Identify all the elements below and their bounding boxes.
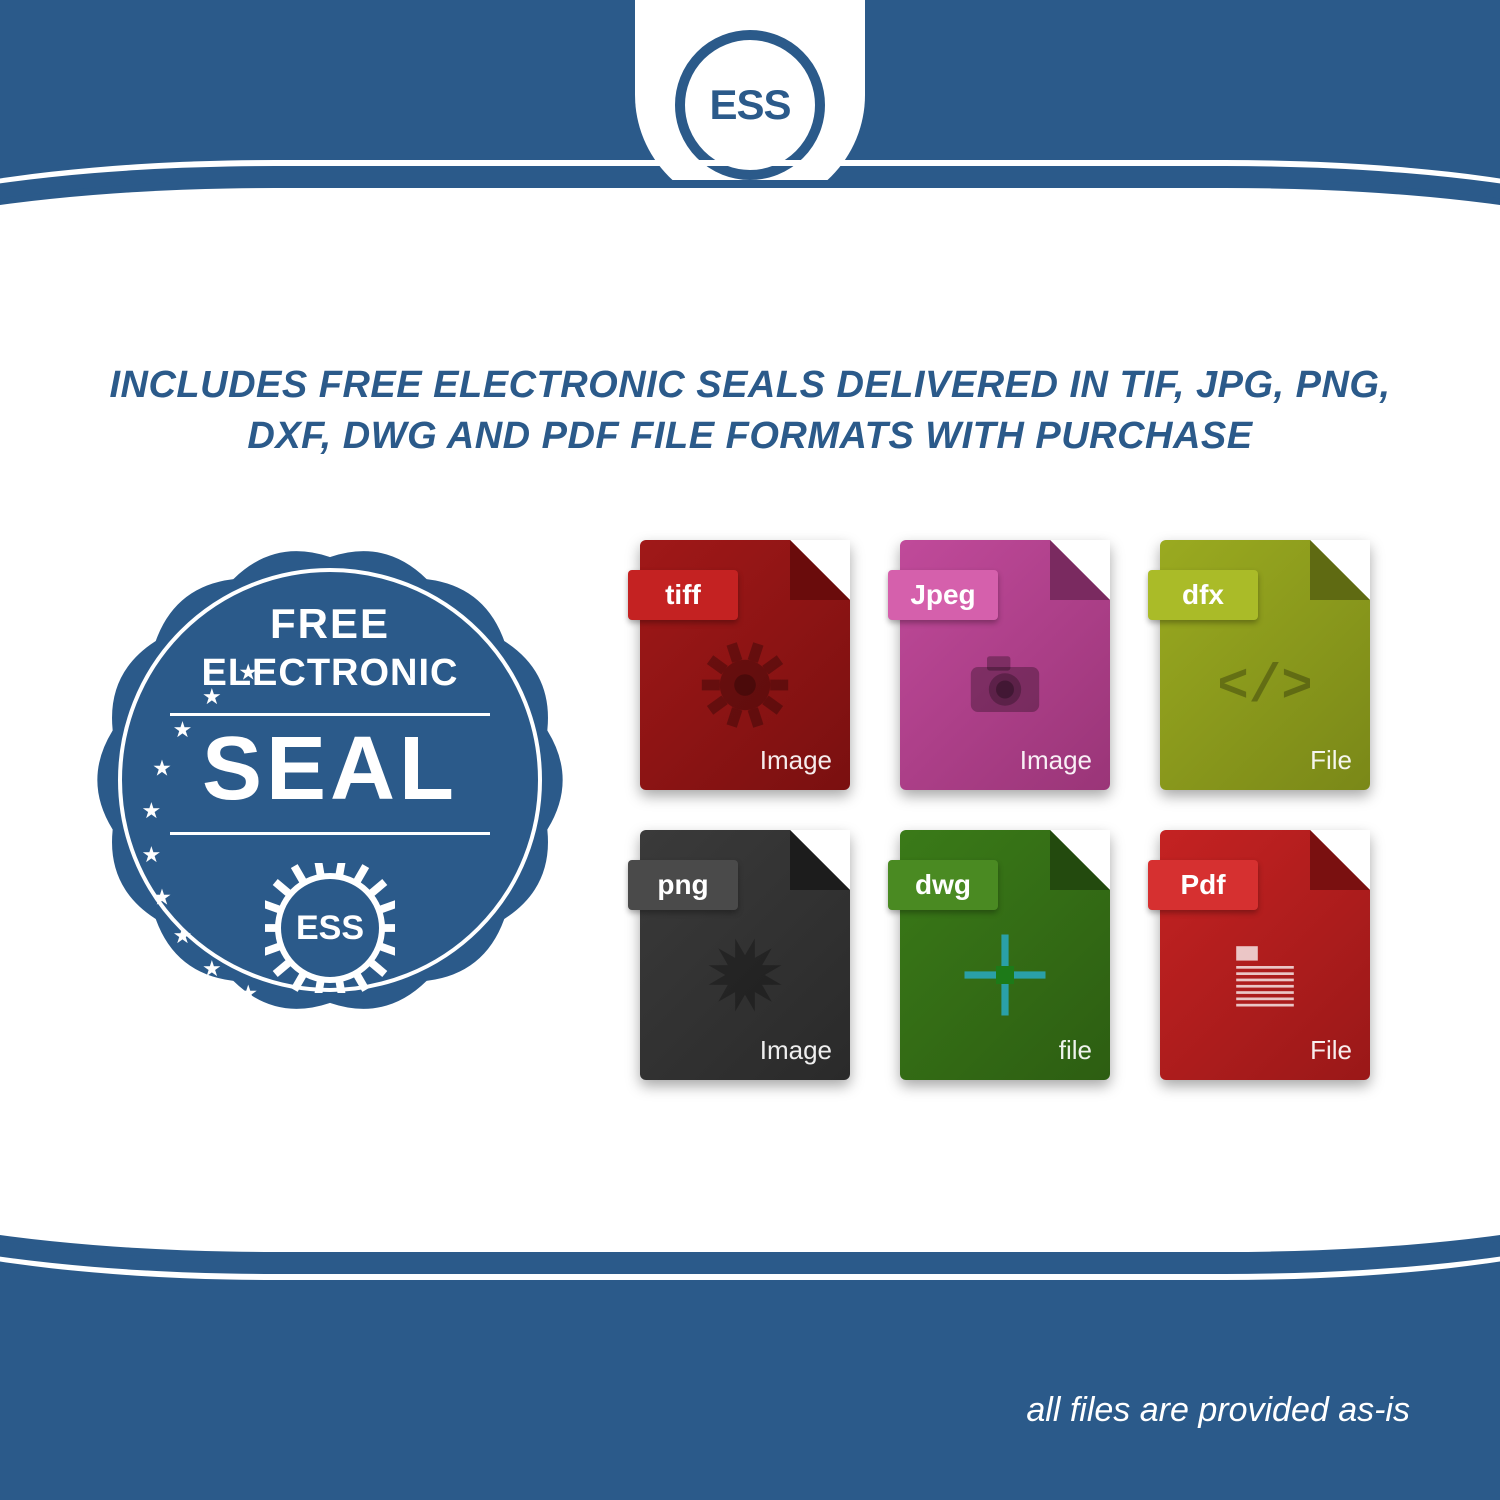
file-icon-png: png Image — [640, 830, 850, 1080]
file-tab-label: png — [628, 860, 738, 910]
seal-line3: SEAL — [202, 724, 458, 814]
seal-badge: ★★★★★★★★★★ FREE ELECTRONIC SEAL ESS — [70, 520, 590, 1040]
file-icon-grid: tiff Image Jpeg Image dfx </> File png I… — [640, 540, 1390, 1090]
svg-text:</>: </> — [1220, 657, 1310, 718]
divider — [170, 832, 490, 835]
footer-note: all files are provided as-is — [1026, 1391, 1410, 1430]
headline-text: INCLUDES FREE ELECTRONIC SEALS DELIVERED… — [80, 360, 1420, 463]
file-glyph-icon — [900, 630, 1110, 740]
file-footer-label: file — [1059, 1035, 1092, 1066]
file-glyph-icon: </> — [1160, 630, 1370, 740]
divider — [170, 713, 490, 716]
file-footer-label: File — [1310, 1035, 1352, 1066]
file-icon-tiff: tiff Image — [640, 540, 850, 790]
file-icon-dfx: dfx </> File — [1160, 540, 1370, 790]
file-tab-label: dwg — [888, 860, 998, 910]
file-tab-label: Jpeg — [888, 570, 998, 620]
file-glyph-icon — [640, 630, 850, 740]
seal-line2: ELECTRONIC — [202, 652, 459, 695]
seal-gear-icon: ESS — [275, 873, 385, 983]
file-tab-label: Pdf — [1148, 860, 1258, 910]
file-icon-pdf: Pdf File — [1160, 830, 1370, 1080]
gear-icon: ESS — [675, 30, 825, 180]
file-icon-dwg: dwg file — [900, 830, 1110, 1080]
file-tab-label: dfx — [1148, 570, 1258, 620]
file-glyph-icon — [640, 920, 850, 1030]
decorative-arc — [0, 1080, 1500, 1280]
file-icon-jpeg: Jpeg Image — [900, 540, 1110, 790]
file-tab-label: tiff — [628, 570, 738, 620]
file-footer-label: Image — [760, 745, 832, 776]
file-glyph-icon — [1160, 920, 1370, 1030]
file-footer-label: Image — [760, 1035, 832, 1066]
seal-line1: FREE — [270, 600, 390, 648]
file-footer-label: Image — [1020, 745, 1092, 776]
file-glyph-icon — [900, 920, 1110, 1030]
file-footer-label: File — [1310, 745, 1352, 776]
